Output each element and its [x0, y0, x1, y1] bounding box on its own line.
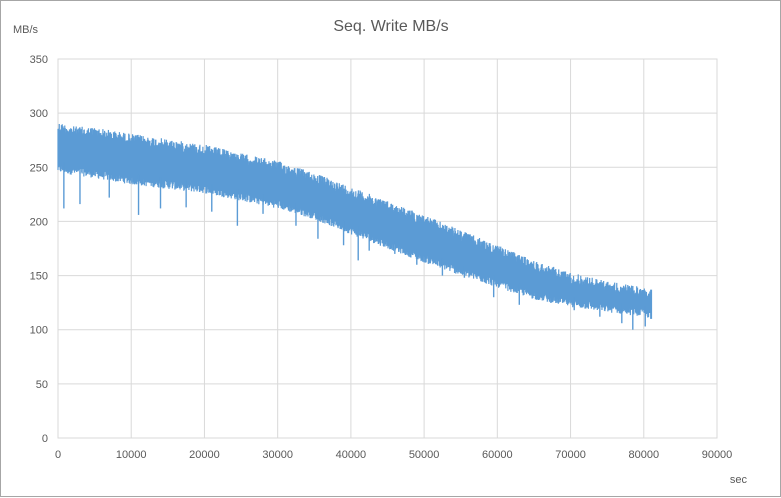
x-tick-label: 60000: [482, 449, 513, 461]
y-tick-label: 200: [30, 216, 48, 228]
grid: [57, 58, 718, 439]
y-tick-label: 150: [30, 271, 48, 283]
x-axis-label: sec: [730, 474, 748, 486]
series-line: [57, 124, 652, 318]
x-tick-label: 40000: [336, 449, 367, 461]
x-tick-label: 20000: [189, 449, 220, 461]
tick-labels: 0 50 100 150 200 250 300 350 0 10000 20000 30000 400…: [30, 54, 733, 461]
y-tick-label: 100: [30, 325, 48, 337]
y-tick-label: 350: [30, 54, 48, 66]
x-tick-label: 70000: [555, 449, 586, 461]
x-tick-label: 80000: [628, 449, 659, 461]
y-tick-label: 0: [42, 433, 48, 445]
plot-area: [57, 58, 718, 439]
x-tick-label: 10000: [116, 449, 147, 461]
y-tick-label: 50: [36, 379, 48, 391]
chart-title: Seq. Write MB/s: [333, 18, 448, 35]
x-tick-label: 90000: [702, 449, 733, 461]
y-axis-label: MB/s: [13, 24, 39, 36]
x-tick-label: 50000: [409, 449, 440, 461]
series-layer: [57, 124, 653, 330]
x-tick-label: 30000: [262, 449, 293, 461]
y-tick-label: 250: [30, 162, 48, 174]
x-tick-label: 0: [55, 449, 61, 461]
y-tick-label: 300: [30, 108, 48, 120]
